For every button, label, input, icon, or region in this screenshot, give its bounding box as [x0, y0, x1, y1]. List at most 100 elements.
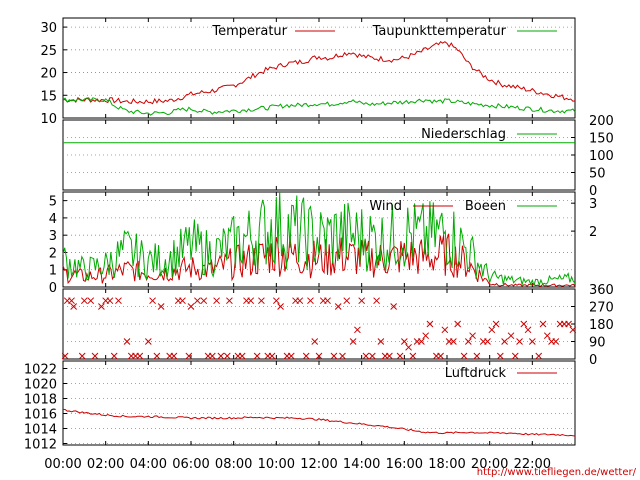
- wind-direction-point: [396, 352, 404, 360]
- precipitation-ytick-right-label: 0: [589, 184, 597, 199]
- x-tick-label: 12:00: [300, 457, 337, 472]
- temperature-ytick-label: 15: [40, 89, 57, 104]
- wind-direction-point: [524, 326, 532, 334]
- wind-direction-point: [373, 297, 380, 305]
- wind-direction-point: [272, 297, 280, 305]
- wind-direction-point: [157, 303, 165, 310]
- temperature-ytick-label: 25: [40, 44, 57, 59]
- wind-direction-point: [362, 352, 370, 360]
- wind-direction-point: [277, 303, 284, 310]
- wind-direction-point: [390, 303, 398, 310]
- wind-direction-point: [70, 303, 78, 310]
- wind-direction-point: [253, 352, 261, 360]
- wind-direction-point: [479, 338, 487, 345]
- wind-direction-point: [560, 320, 568, 328]
- wind-direction-point: [528, 338, 536, 345]
- wind-direction-point: [539, 320, 547, 328]
- wind-direction-point: [315, 352, 323, 360]
- pressure-ytick-label: 1020: [24, 378, 57, 393]
- wind-direction-point: [441, 326, 449, 334]
- x-tick-label: 22:00: [514, 457, 551, 472]
- pressure-ytick-label: 1012: [24, 438, 57, 453]
- wind-direction-point: [460, 352, 468, 360]
- wind-direction-point: [377, 338, 385, 345]
- temperatur-line: [62, 41, 576, 105]
- x-tick-label: 10:00: [258, 457, 295, 472]
- wind-direction-point: [432, 352, 440, 360]
- wind-direction-point: [264, 352, 272, 360]
- wind-ytick-label: 2: [49, 246, 57, 261]
- precipitation-ytick-right-label: 200: [589, 114, 614, 129]
- wind-direction-point: [102, 297, 110, 305]
- wind-direction-point: [234, 352, 242, 360]
- wind-direction-point: [492, 320, 500, 328]
- wind-ytick-label: 1: [49, 264, 57, 279]
- wind-direction-point: [185, 352, 193, 360]
- wind-direction-point: [187, 303, 195, 310]
- boeen-legend-label: Boeen: [465, 199, 506, 214]
- wind-direction-point: [68, 297, 75, 305]
- wind-direction-point: [511, 352, 519, 360]
- luftdruck-legend-label: Luftdruck: [445, 366, 507, 381]
- wind_direction-ytick-right-label: 270: [589, 301, 614, 316]
- temperature-ytick-label: 20: [40, 67, 57, 82]
- wind-direction-point: [61, 352, 69, 360]
- wind-direction-point: [87, 297, 95, 305]
- x-tick-label: 08:00: [215, 457, 252, 472]
- wind-direction-point: [292, 297, 299, 305]
- wind-direction-point: [217, 352, 225, 360]
- temperature-ytick-label: 10: [40, 112, 57, 127]
- wind-direction-point: [311, 338, 319, 345]
- pressure-ytick-label: 1022: [24, 363, 57, 378]
- temperatur-legend-label: Temperatur: [211, 24, 287, 39]
- niederschlag-legend-label: Niederschlag: [421, 127, 506, 142]
- wind-direction-point: [368, 352, 376, 360]
- wind-direction-point: [543, 332, 551, 340]
- credit-link[interactable]: http://www.tiefliegen.de/wetter/: [476, 467, 636, 478]
- wind-direction-point: [469, 332, 476, 340]
- temperature-ytick-label: 30: [40, 21, 57, 36]
- wind-direction-point: [98, 303, 105, 310]
- wind-direction-point: [149, 297, 156, 305]
- wind-direction-point: [200, 297, 208, 305]
- wind-direction-point: [354, 326, 361, 334]
- x-tick-label: 06:00: [172, 457, 209, 472]
- wind-ytick-label: 4: [49, 212, 57, 227]
- wind-direction-point: [144, 338, 152, 345]
- wind-direction-point: [123, 338, 131, 345]
- wind-direction-point: [426, 320, 434, 328]
- wind-legend-label: Wind: [369, 199, 402, 214]
- wind-direction-point: [132, 352, 139, 360]
- wind-direction-point: [507, 332, 515, 340]
- precipitation-ytick-right-label: 50: [589, 167, 606, 182]
- wind-direction-point: [258, 297, 265, 305]
- x-tick-label: 16:00: [386, 457, 423, 472]
- wind-direction-point: [386, 352, 393, 360]
- wind-direction-point: [91, 352, 99, 360]
- wind-direction-point: [349, 338, 357, 345]
- wind-direction-point: [496, 352, 504, 360]
- wind-direction-point: [204, 352, 212, 360]
- wind-direction-point: [552, 338, 560, 345]
- wind-direction-point: [153, 352, 161, 360]
- wind-direction-point: [520, 320, 528, 328]
- wind-direction-point: [488, 326, 496, 334]
- wind_direction-ytick-right-label: 0: [589, 353, 597, 368]
- precipitation-ytick-right-label: 150: [589, 132, 614, 147]
- wind-direction-point: [409, 352, 417, 360]
- x-tick-label: 02:00: [87, 457, 124, 472]
- wind-direction-point: [358, 297, 366, 305]
- wind-direction-point: [535, 352, 543, 360]
- boeen-line: [62, 191, 576, 287]
- wind-direction-point: [450, 338, 457, 345]
- wind-ytick-label: 3: [49, 229, 57, 244]
- wind-direction-point: [243, 297, 250, 305]
- wind-direction-point: [330, 352, 338, 360]
- wind-direction-point: [115, 297, 122, 305]
- x-tick-label: 04:00: [130, 457, 167, 472]
- wind-direction-point: [473, 352, 481, 360]
- wind-direction-point: [78, 352, 86, 360]
- wind-direction-point: [226, 297, 233, 305]
- wind-ytick-label: 0: [49, 281, 57, 296]
